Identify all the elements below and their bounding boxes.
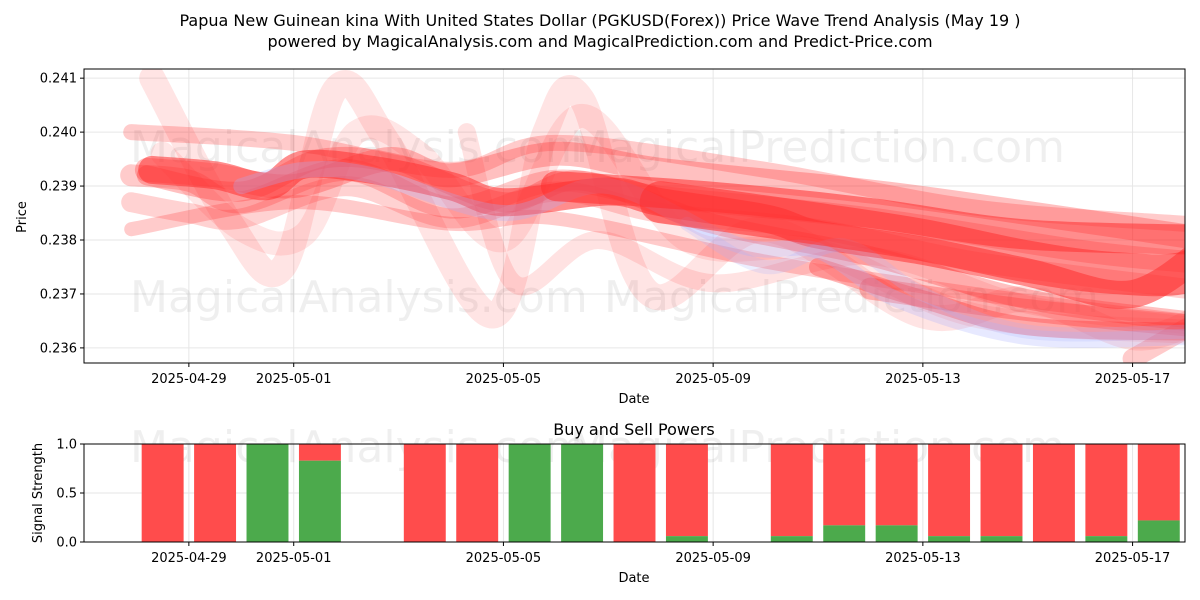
signal-y-tick-label: 1.0 [56,438,77,453]
signal-x-tick-label: 2025-05-09 [675,551,751,566]
price-band-2 [123,124,1185,232]
sell-power-bar [1032,444,1075,542]
buy-power-bar [246,444,289,542]
buy-power-bar [875,525,918,542]
sell-power-bar [823,444,866,526]
signal-x-tick-label: 2025-04-29 [151,551,227,566]
buy-power-bar [298,460,341,542]
signal-x-tick-label: 2025-05-01 [256,551,332,566]
price-tail-1 [809,258,1185,341]
price-wave-1 [139,69,1185,351]
watermark-text: MagicalPrediction.com [570,122,1065,173]
watermark-text: MagicalAnalysis.com [130,272,588,323]
price-x-tick-label: 2025-05-17 [1095,372,1171,387]
price-core-trend [639,181,1185,297]
price-wave-3 [457,123,1185,335]
sell-power-bar [613,444,656,542]
price-y-tick-label: 0.239 [40,180,77,195]
chart-title-line1: Papua New Guinean kina With United State… [179,11,1020,30]
sell-power-bar [665,444,708,537]
sell-power-bar [1137,444,1180,521]
signal-chart-panel: MagicalAnalysis.comMagicalPrediction.com… [56,422,1186,566]
price-core-trend-2 [540,171,1185,255]
buy-power-bar [508,444,551,542]
sell-power-bar [298,444,341,461]
sell-power-bar [980,444,1023,537]
price-alt-2 [679,216,1185,342]
price-x-tick-label: 2025-05-13 [885,372,961,387]
sell-power-bar [770,444,813,537]
buy-power-bar [1137,520,1180,542]
sell-power-bar [456,444,499,542]
price-x-tick-label: 2025-04-29 [151,372,227,387]
buy-power-bar [980,536,1023,542]
sell-power-bar [141,444,184,542]
price-wave-2 [150,103,1185,344]
signal-x-axis-label: Date [618,571,649,586]
price-y-tick-label: 0.241 [40,72,77,87]
signal-chart-title: Buy and Sell Powers [553,420,715,439]
price-y-tick-label: 0.236 [40,341,77,356]
buy-power-bar [665,536,708,542]
price-plot-frame [83,68,1186,364]
sell-power-bar [194,444,237,542]
buy-power-bar [561,444,604,542]
sell-power-bar [928,444,971,537]
signal-x-tick-label: 2025-05-17 [1095,551,1171,566]
price-band-1 [124,195,1185,328]
price-y-tick-label: 0.240 [40,126,77,141]
price-x-tick-label: 2025-05-05 [466,372,542,387]
sell-power-bar [875,444,918,526]
price-chart-panel: MagicalAnalysis.com MagicalPrediction.com… [40,68,1186,387]
sell-power-bar [403,444,446,542]
buy-power-bar [928,536,971,542]
sell-power-bar [1085,444,1128,537]
price-x-axis-label: Date [618,392,649,407]
price-x-tick-label: 2025-05-09 [675,372,751,387]
signal-y-tick-label: 0.0 [56,536,77,551]
price-tail-3 [1122,317,1185,363]
price-y-axis-label: Price [15,201,30,233]
price-tail-2 [859,277,1185,337]
price-x-tick-label: 2025-05-01 [256,372,332,387]
signal-y-tick-label: 0.5 [56,487,77,502]
price-bands [120,69,1185,363]
price-y-tick-label: 0.237 [40,287,77,302]
price-y-tick-label: 0.238 [40,234,77,249]
signal-x-tick-label: 2025-05-05 [466,551,542,566]
signal-y-axis-label: Signal Strength [31,443,46,543]
buy-power-bar [823,525,866,542]
buy-power-bar [1085,536,1128,542]
chart-title-line2: powered by MagicalAnalysis.com and Magic… [267,32,932,51]
buy-power-bar [770,536,813,542]
signal-x-tick-label: 2025-05-13 [885,551,961,566]
